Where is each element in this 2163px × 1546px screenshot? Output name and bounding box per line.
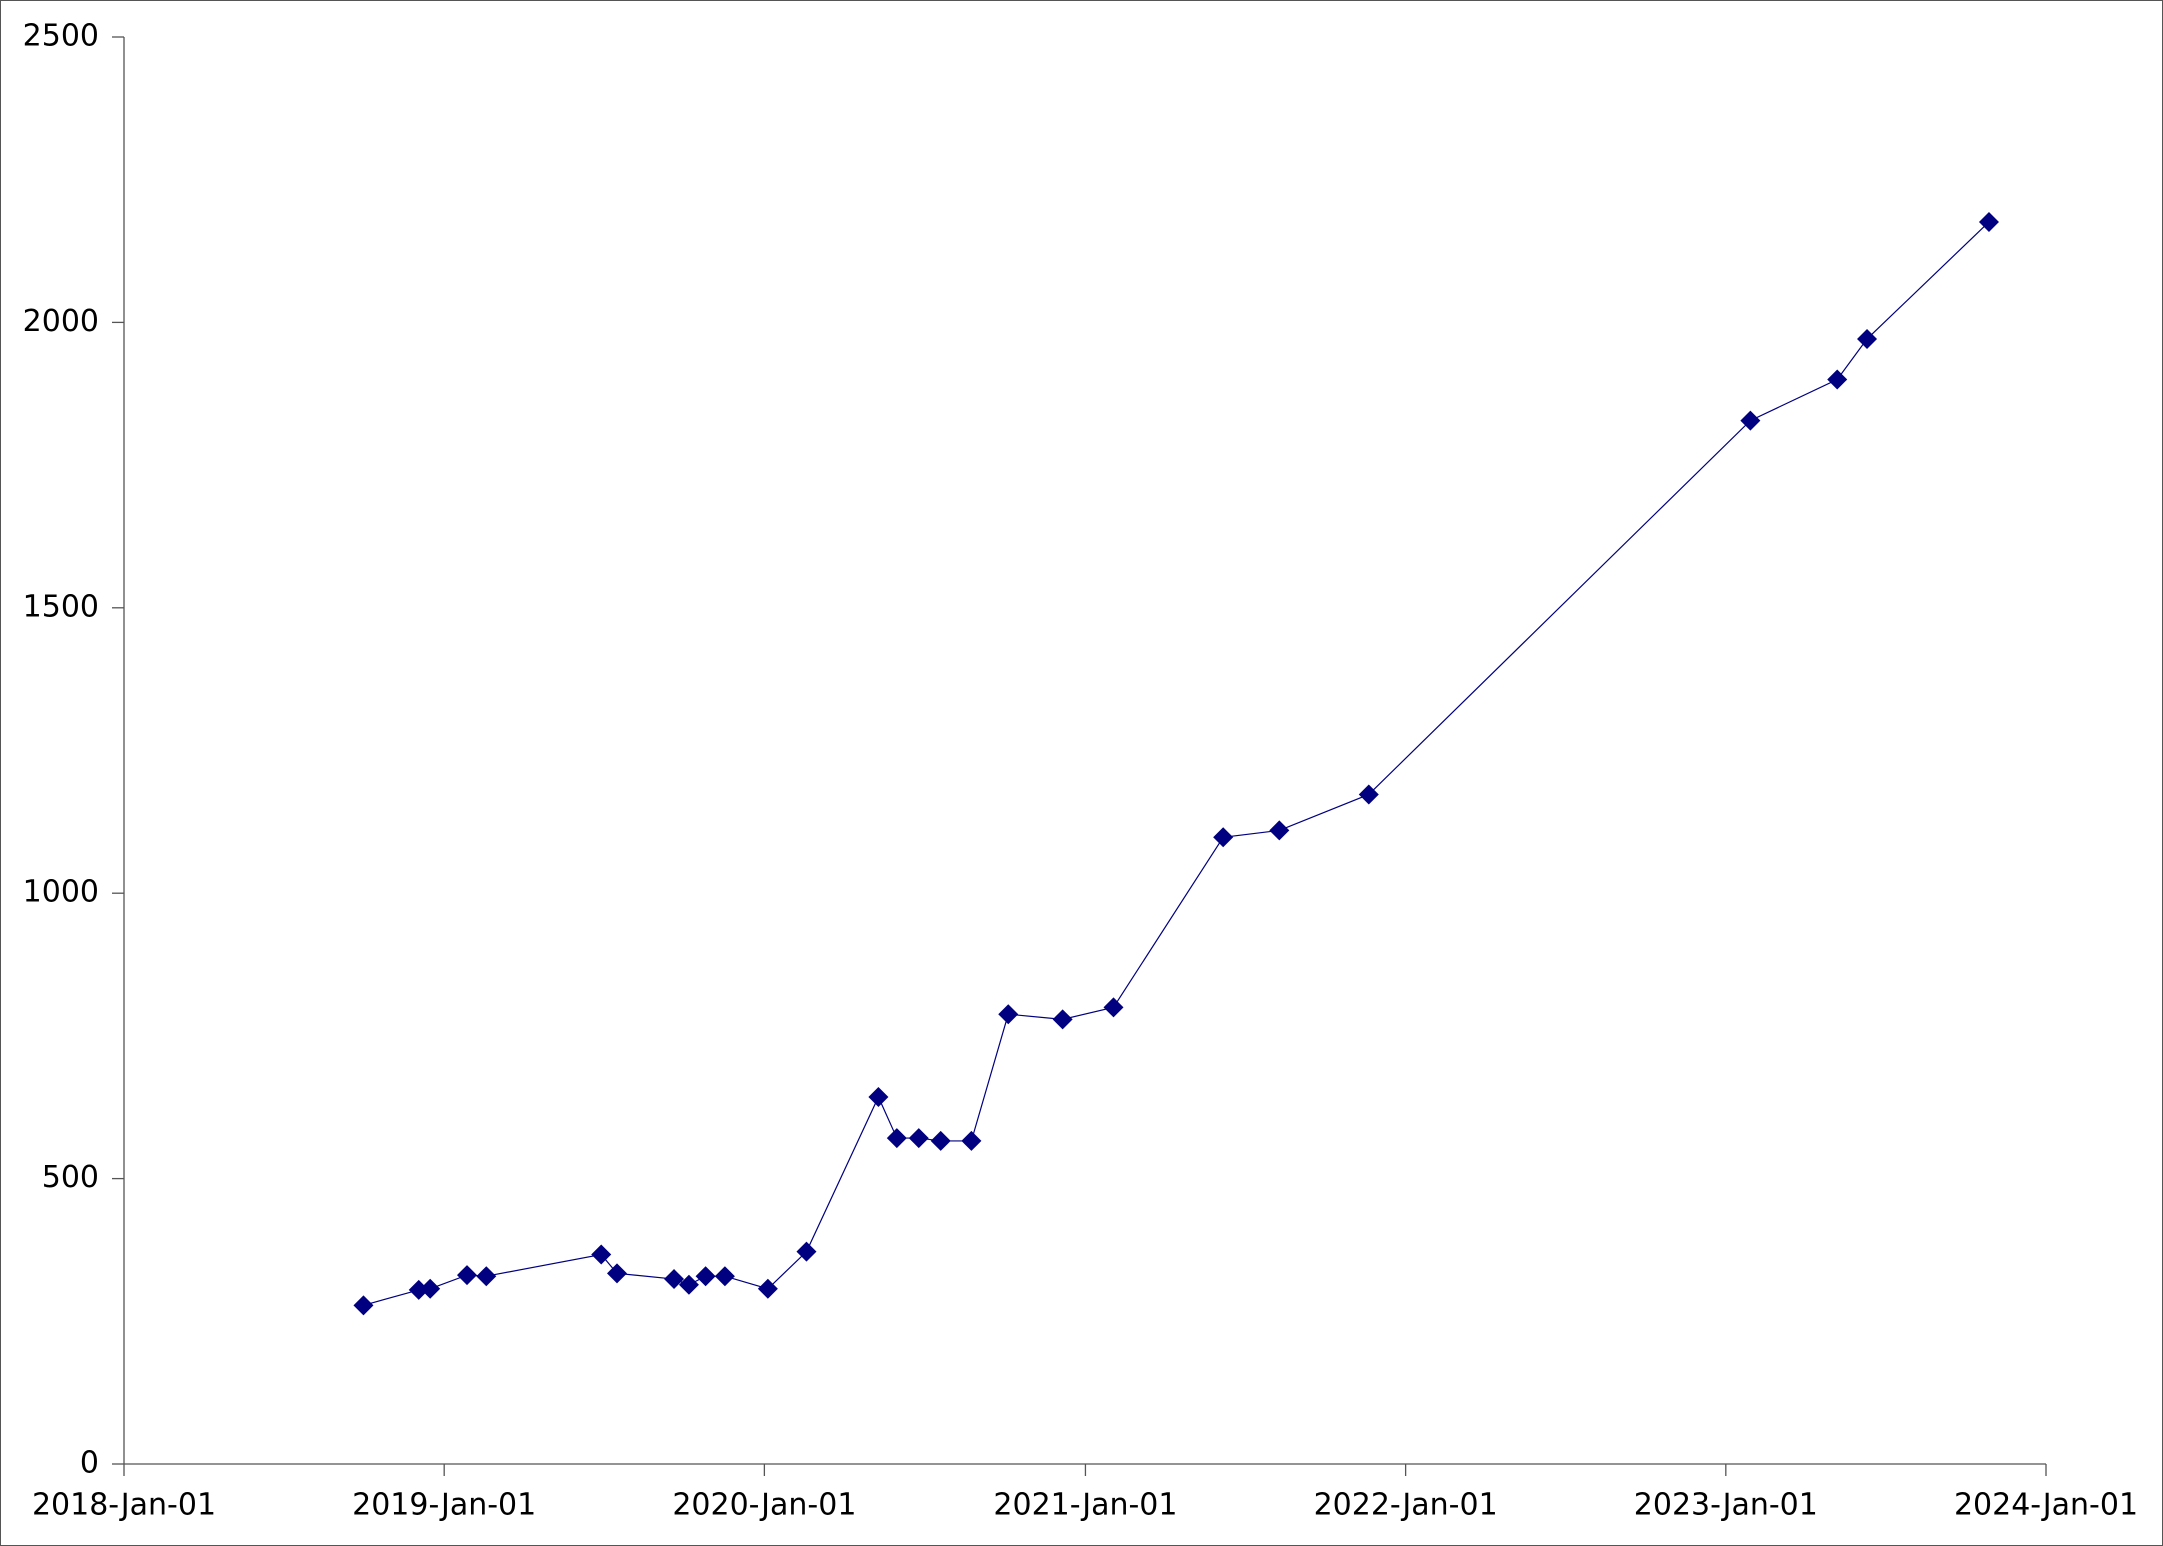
data-point [757,1278,778,1299]
y-tick-label: 2000 [23,304,99,339]
data-point [476,1266,497,1287]
data-line [363,221,1990,1306]
data-point [1740,410,1761,431]
y-tick-label: 500 [42,1160,99,1195]
data-point [607,1263,628,1284]
x-tick-label: 2024-Jan-01 [1954,1488,2138,1523]
data-point [868,1086,889,1107]
data-point [1269,820,1290,841]
data-point [930,1130,951,1151]
data-point [908,1128,929,1149]
data-point [408,1279,429,1300]
x-tick-label: 2023-Jan-01 [1634,1488,1818,1523]
data-point [1857,328,1878,349]
x-tick-label: 2020-Jan-01 [672,1488,856,1523]
data-point [420,1278,441,1299]
data-point [1827,369,1848,390]
y-tick-label: 2500 [23,19,99,54]
y-tick-label: 0 [80,1446,99,1481]
x-tick-label: 2021-Jan-01 [993,1488,1177,1523]
y-tick-label: 1500 [23,589,99,624]
x-tick-label: 2019-Jan-01 [352,1488,536,1523]
data-point [796,1241,817,1262]
x-tick-label: 2022-Jan-01 [1314,1488,1498,1523]
y-tick-label: 1000 [23,875,99,910]
data-point [1213,827,1234,848]
data-point [1358,784,1379,805]
data-point [1103,997,1124,1018]
data-point [998,1004,1019,1025]
data-point [456,1265,477,1286]
data-point [591,1244,612,1265]
data-point [1052,1009,1073,1030]
data-point [961,1130,982,1151]
data-point [1978,211,1999,232]
data-point [678,1274,699,1295]
data-point [714,1266,735,1287]
data-point [353,1295,374,1316]
data-point [886,1128,907,1149]
data-point [695,1266,716,1287]
x-tick-label: 2018-Jan-01 [32,1488,216,1523]
data-point [664,1269,685,1290]
